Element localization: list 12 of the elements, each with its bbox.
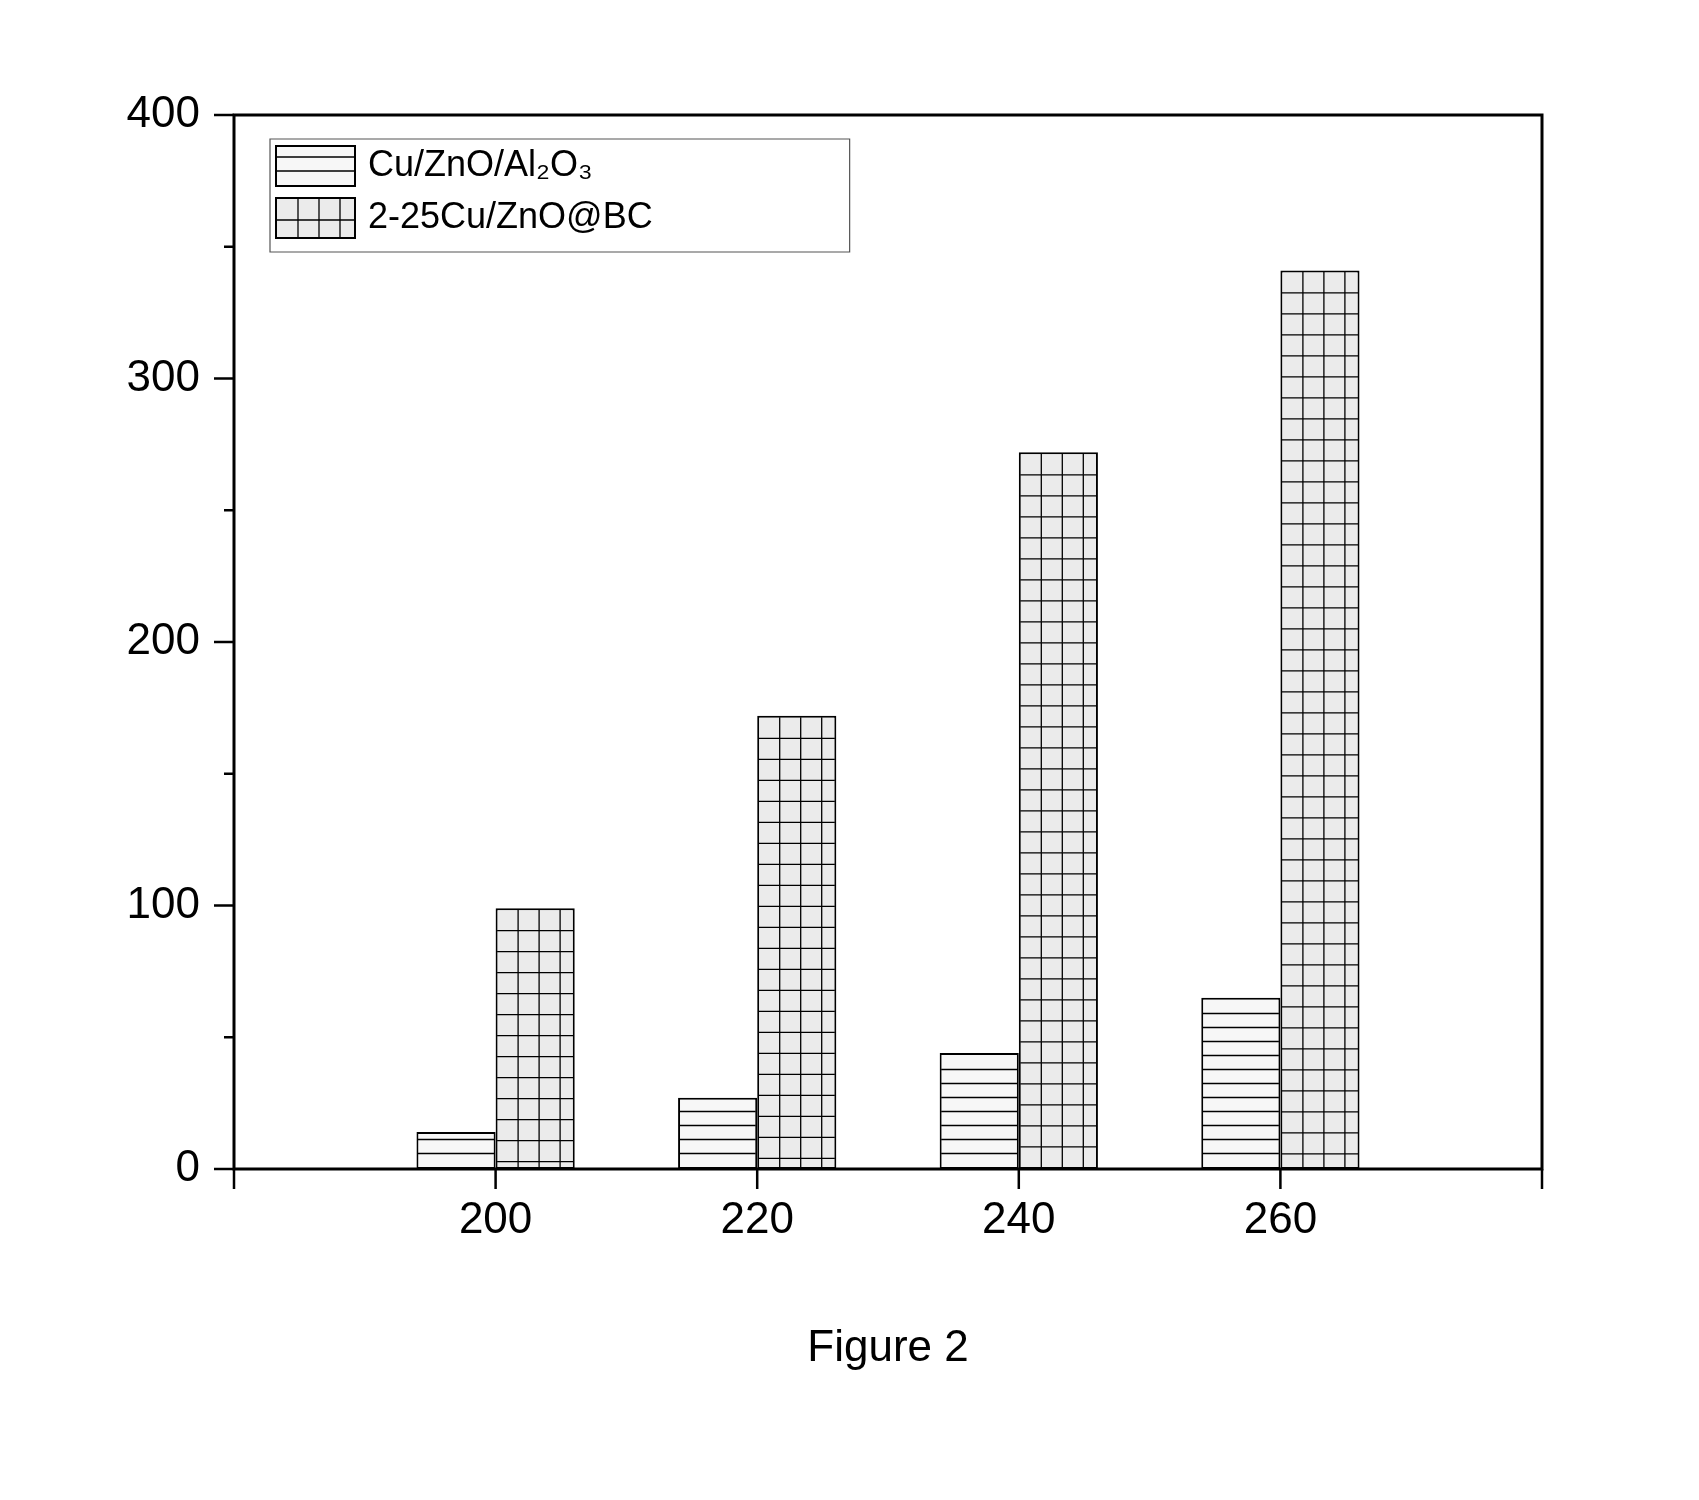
x-tick-label: 240: [982, 1192, 1056, 1242]
x-tick-label: 220: [720, 1192, 794, 1242]
y-tick-label: 200: [126, 614, 200, 664]
y-tick-label: 300: [126, 350, 200, 400]
y-tick-label: 400: [126, 87, 200, 137]
caption: Figure 2: [807, 1321, 969, 1371]
legend-label: Cu/ZnO/Al₂O₃: [368, 142, 593, 184]
x-tick-label: 260: [1243, 1192, 1318, 1242]
y-tick-label: 100: [126, 877, 200, 927]
legend-label: 2-25Cu/ZnO@BC: [368, 194, 653, 236]
x-tick-label: 200: [458, 1192, 533, 1242]
y-tick-label: 0: [175, 1141, 200, 1191]
